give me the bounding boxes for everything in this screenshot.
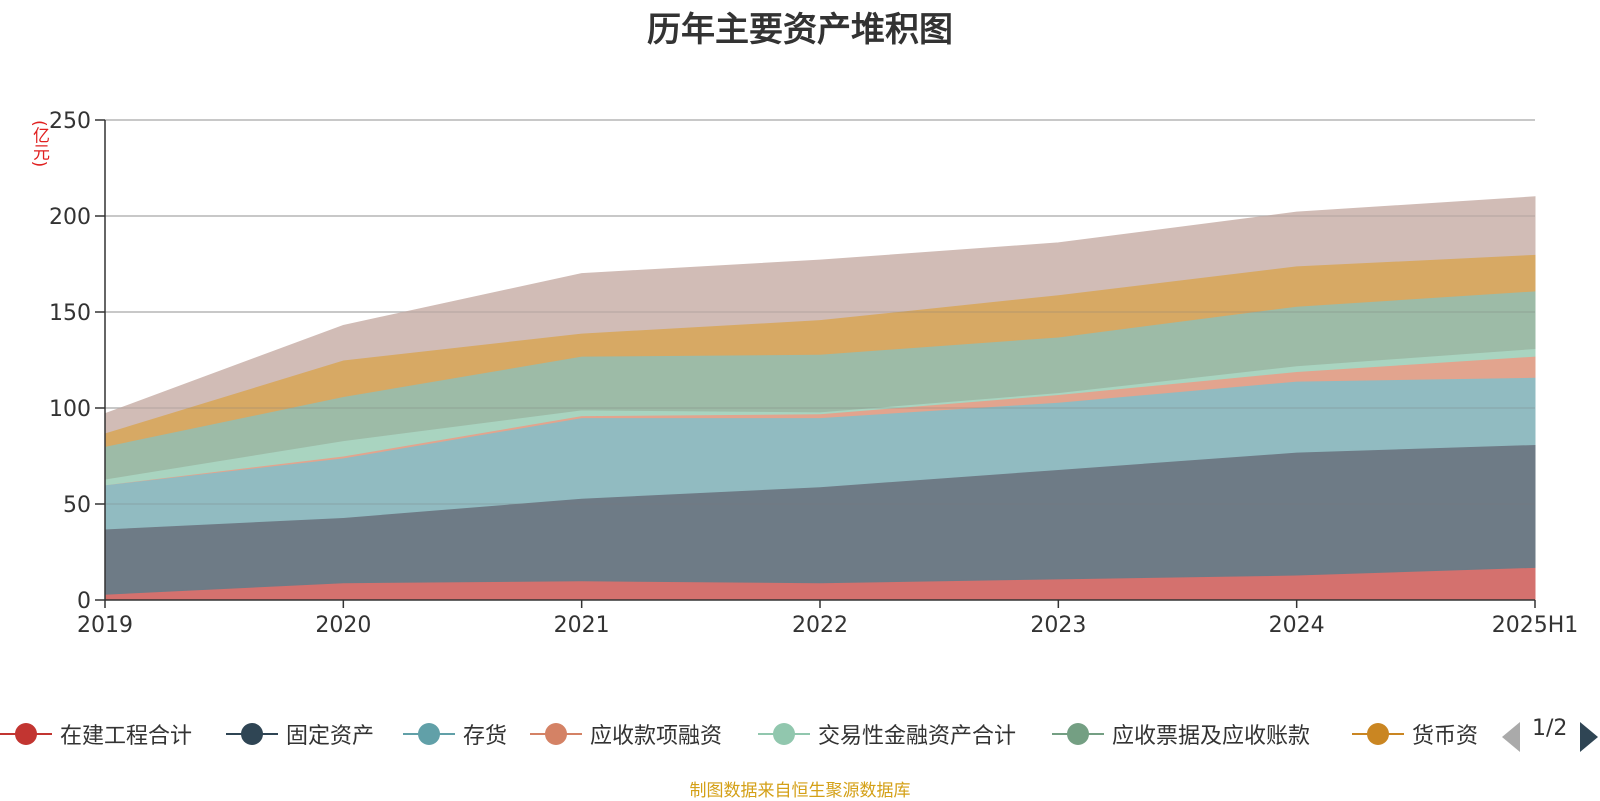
legend-label: 应收票据及应收账款 bbox=[1112, 724, 1311, 749]
legend-item[interactable]: 应收款项融资 bbox=[530, 716, 722, 752]
x-tick-label: 2021 bbox=[554, 613, 610, 638]
chart-title: 历年主要资产堆积图 bbox=[647, 10, 953, 50]
y-tick-label: 50 bbox=[63, 493, 91, 518]
legend-item[interactable]: 货币资 bbox=[1352, 716, 1478, 752]
y-tick-label: 150 bbox=[49, 301, 91, 326]
y-axis-unit-label: (亿元) bbox=[29, 120, 49, 168]
legend-item[interactable]: 交易性金融资产合计 bbox=[758, 716, 1016, 752]
legend-label: 存货 bbox=[463, 724, 508, 749]
legend-label: 固定资产 bbox=[286, 724, 375, 749]
x-tick-label: 2024 bbox=[1269, 613, 1325, 638]
chart-legend: 在建工程合计 固定资产 存货 应收款项融资 交易性金融资产合计 应收票据及应收账款 货币资 bbox=[0, 716, 1600, 756]
legend-marker-icon bbox=[758, 723, 810, 745]
legend-item[interactable]: 存货 bbox=[403, 716, 507, 752]
legend-label: 在建工程合计 bbox=[60, 724, 193, 749]
legend-label: 货币资 bbox=[1412, 724, 1479, 749]
legend-page-indicator: 1/2 bbox=[1532, 716, 1568, 741]
y-tick-label: 250 bbox=[49, 109, 91, 134]
chart-plot-area: 0 50 100 150 200 250 2019 2020 2021 2022 2023 2024 2… bbox=[49, 109, 1579, 638]
legend-label: 交易性金融资产合计 bbox=[818, 724, 1017, 749]
y-tick-label: 100 bbox=[49, 397, 91, 422]
x-tick-label: 2022 bbox=[792, 613, 848, 638]
legend-item[interactable]: 在建工程合计 bbox=[0, 716, 192, 752]
legend-next-page-icon[interactable] bbox=[1580, 722, 1598, 752]
x-tick-label: 2020 bbox=[315, 613, 371, 638]
legend-item[interactable]: 应收票据及应收账款 bbox=[1052, 716, 1310, 752]
y-tick-label: 0 bbox=[77, 589, 91, 614]
legend-marker-icon bbox=[530, 723, 582, 745]
legend-marker-icon bbox=[1052, 723, 1104, 745]
legend-label: 应收款项融资 bbox=[590, 724, 723, 749]
x-tick-label: 2019 bbox=[77, 613, 133, 638]
legend-marker-icon bbox=[0, 723, 52, 745]
legend-prev-page-icon[interactable] bbox=[1502, 722, 1520, 752]
y-tick-label: 200 bbox=[49, 205, 91, 230]
legend-marker-icon bbox=[1352, 723, 1404, 745]
legend-item[interactable]: 固定资产 bbox=[226, 716, 374, 752]
series-area-7[interactable] bbox=[104, 196, 1536, 434]
legend-marker-icon bbox=[226, 723, 278, 745]
x-tick-label: 2023 bbox=[1030, 613, 1086, 638]
legend-marker-icon bbox=[403, 723, 455, 745]
x-tick-label: 2025H1 bbox=[1492, 613, 1579, 638]
legend-pager: 1/2 bbox=[1500, 714, 1600, 754]
source-note: 制图数据来自恒生聚源数据库 bbox=[689, 781, 911, 801]
